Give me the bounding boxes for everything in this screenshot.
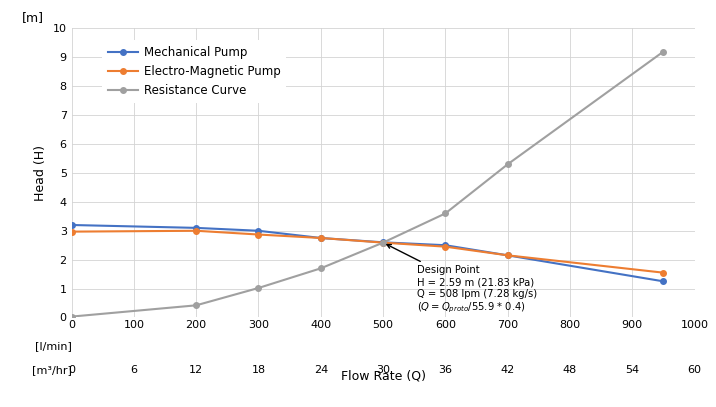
Electro-Magnetic Pump (379, 240, 387, 245)
Mechanical Pump (316, 236, 325, 241)
Text: 24: 24 (314, 365, 328, 375)
Text: [m]: [m] (21, 11, 44, 24)
Electro-Magnetic Pump (441, 244, 450, 249)
Line: Mechanical Pump: Mechanical Pump (69, 222, 666, 284)
Resistance Curve (67, 314, 76, 319)
Resistance Curve (503, 162, 512, 167)
Mechanical Pump (659, 279, 667, 284)
Text: 0: 0 (68, 365, 75, 375)
Line: Resistance Curve: Resistance Curve (69, 49, 666, 319)
Mechanical Pump (379, 240, 387, 245)
Text: 12: 12 (189, 365, 203, 375)
Electro-Magnetic Pump (67, 229, 76, 234)
Line: Electro-Magnetic Pump: Electro-Magnetic Pump (69, 228, 666, 276)
Resistance Curve (254, 286, 263, 291)
Mechanical Pump (192, 225, 200, 230)
Resistance Curve (316, 266, 325, 271)
Electro-Magnetic Pump (316, 236, 325, 241)
Resistance Curve (379, 240, 387, 245)
Electro-Magnetic Pump (659, 270, 667, 275)
Resistance Curve (659, 49, 667, 54)
Mechanical Pump (254, 228, 263, 233)
Text: 18: 18 (251, 365, 266, 375)
X-axis label: Flow Rate (Q): Flow Rate (Q) (341, 369, 425, 382)
Text: 60: 60 (687, 365, 702, 375)
Resistance Curve (192, 303, 200, 308)
Electro-Magnetic Pump (254, 232, 263, 237)
Text: Design Point
H = 2.59 m (21.83 kPa)
Q = 508 lpm (7.28 kg/s)
($Q=Q_{proto}/55.9$ : Design Point H = 2.59 m (21.83 kPa) Q = … (387, 245, 538, 315)
Electro-Magnetic Pump (192, 228, 200, 233)
Text: 6: 6 (130, 365, 137, 375)
Electro-Magnetic Pump (503, 253, 512, 258)
Text: 30: 30 (376, 365, 390, 375)
Mechanical Pump (67, 223, 76, 228)
Text: [m³/hr]: [m³/hr] (32, 365, 72, 375)
Text: [l/min]: [l/min] (34, 341, 72, 351)
Text: 36: 36 (438, 365, 453, 375)
Mechanical Pump (441, 243, 450, 247)
Resistance Curve (441, 211, 450, 216)
Text: 48: 48 (563, 365, 577, 375)
Text: 42: 42 (500, 365, 515, 375)
Text: 54: 54 (625, 365, 639, 375)
Y-axis label: Head (H): Head (H) (34, 145, 47, 201)
Legend: Mechanical Pump, Electro-Magnetic Pump, Resistance Curve: Mechanical Pump, Electro-Magnetic Pump, … (102, 40, 286, 103)
Mechanical Pump (503, 253, 512, 258)
